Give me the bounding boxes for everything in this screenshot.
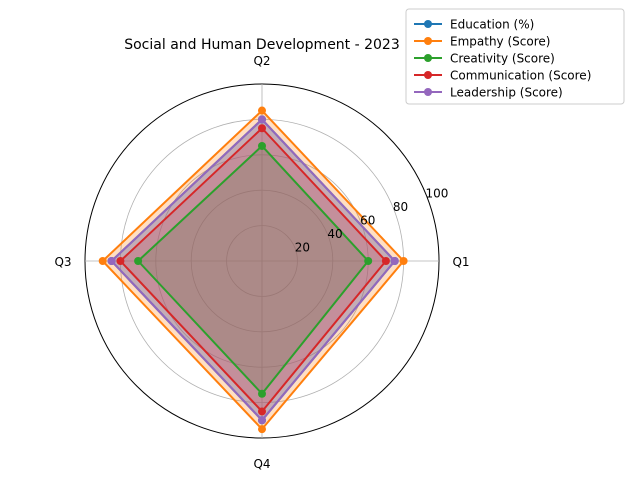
legend-marker [424,71,432,79]
series-lines [98,106,408,434]
data-point [134,257,143,265]
legend-label: Creativity (Score) [450,52,555,66]
data-point [258,425,266,434]
data-point [364,257,373,265]
legend-label: Education (%) [450,18,534,32]
legend-label: Leadership (Score) [450,86,563,100]
radial-tick-label: 60 [360,213,375,227]
data-point [258,416,266,425]
category-label: Q3 [54,255,71,269]
data-point [107,257,116,265]
data-point [258,407,266,416]
data-point [399,257,408,265]
data-point [116,257,125,265]
legend-marker [424,88,432,96]
chart-title: Social and Human Development - 2023 [124,37,400,53]
radial-tick-label: 40 [327,227,342,241]
radial-tick-label: 80 [393,200,408,214]
legend-marker [424,37,432,45]
legend-label: Communication (Score) [450,69,591,83]
legend-marker [424,20,432,28]
data-point [390,257,399,265]
data-point [258,124,266,133]
series-area [111,119,395,421]
data-point [98,257,107,265]
data-point [381,257,390,265]
data-point [258,106,266,115]
data-point [258,141,266,150]
radial-tick-labels: 20 40 60 80 100 [295,186,449,254]
radial-tick-label: 20 [295,240,310,254]
radial-tick-label: 100 [426,186,449,200]
category-labels: Q1 Q2 Q3 Q4 [54,54,469,471]
data-point [258,115,266,124]
category-label: Q1 [452,255,469,269]
category-label: Q4 [253,457,270,471]
series-areas [102,110,404,430]
legend: Education (%) Empathy (Score) Creativity (… [405,8,625,105]
data-point [258,389,266,398]
legend-label: Empathy (Score) [450,35,550,49]
category-label: Q2 [253,54,270,68]
legend-marker [424,54,432,62]
